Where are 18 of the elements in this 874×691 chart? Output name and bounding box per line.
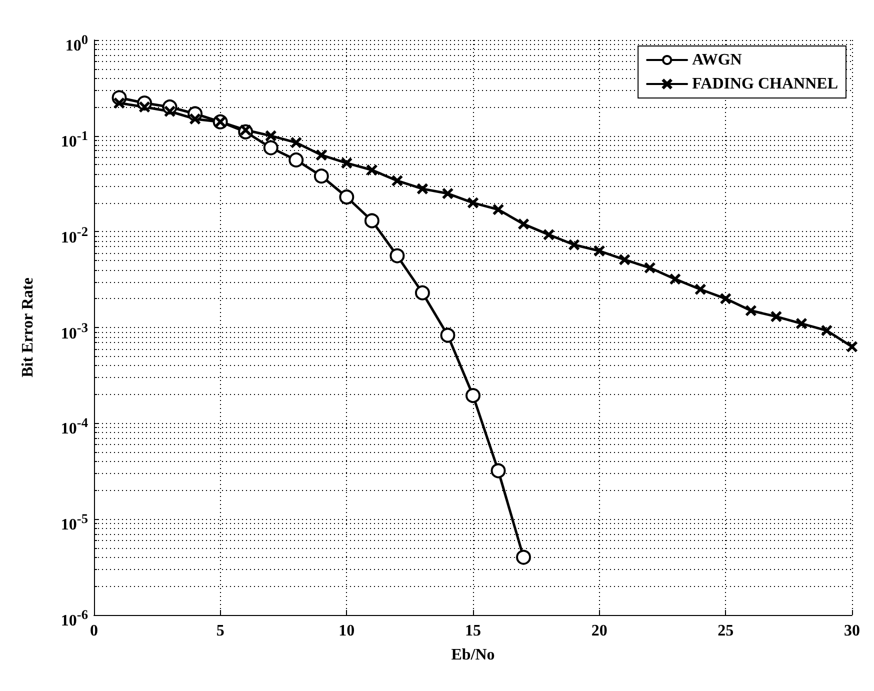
y-tick-label: 10$^{-4}$ xyxy=(60,414,88,440)
y-axis-title: Bit Error Rate xyxy=(20,278,36,378)
x-tick-label: 10 xyxy=(338,622,355,640)
x-tick-label: 25 xyxy=(718,622,734,640)
y-tick-label: 10$^{-2}$ xyxy=(60,222,88,248)
x-tick-label: 30 xyxy=(844,622,860,640)
x-tick-label: 20 xyxy=(591,622,608,640)
x-axis-title: Eb/No xyxy=(451,646,495,664)
y-tick-label: 10$^{0}$ xyxy=(65,31,88,56)
legend-label: FADING CHANNEL xyxy=(692,76,838,92)
y-tick-label: 10$^{-5}$ xyxy=(60,510,88,536)
x-tick-label: 0 xyxy=(90,622,98,640)
y-tick-label: 10$^{-6}$ xyxy=(60,606,88,632)
y-tick-label: 10$^{-1}$ xyxy=(60,126,88,152)
x-tick-label: 15 xyxy=(465,622,481,640)
y-tick-label: 10$^{-3}$ xyxy=(60,318,88,344)
x-tick-label: 5 xyxy=(216,622,224,640)
legend-label: AWGN xyxy=(692,52,742,68)
